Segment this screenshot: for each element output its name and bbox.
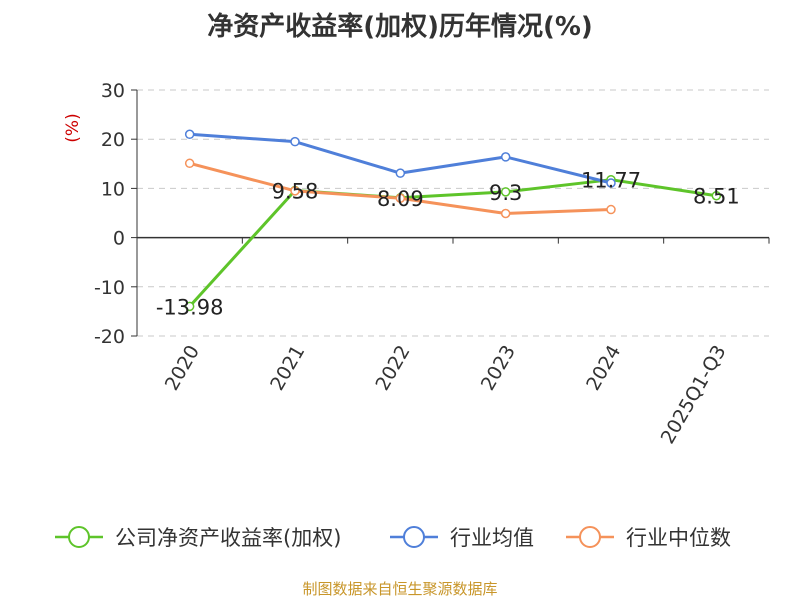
data-point-0 [500,187,511,197]
y-tick-label: 0 [113,228,125,250]
data-point-1 [500,152,511,162]
data-point-0 [711,190,722,201]
source-note: 制图数据来自恒生聚源数据库 [302,580,498,598]
x-tick-label: 2020 [161,342,204,395]
data-point-2 [500,208,511,219]
data-point-2 [606,204,616,215]
y-tick-label: 30 [101,80,125,102]
data-labels: -13.98 9.58 8.09 9.3 11.77 8.51 [156,169,740,320]
data-point-1 [184,129,195,140]
series-lines [184,129,722,312]
legend-label: 公司净资产收益率(加权) [115,526,341,550]
y-axis-label: (%) [63,113,83,142]
x-tick-labels: 2020 2021 2022 2023 2024 2025Q1-Q3 [161,342,731,448]
chart-title: 净资产收益率(加权)历年情况(%) [207,12,593,42]
legend-marker [403,526,425,548]
y-tick-label: -10 [94,277,125,299]
legend-label: 行业均值 [450,526,534,550]
data-point-0 [184,301,195,312]
y-tick-labels: 30 20 10 0 -10 -20 [94,80,125,348]
x-tick-label: 2023 [477,342,520,395]
legend-label: 行业中位数 [626,526,731,550]
legend-marker [68,526,90,548]
data-label: 8.51 [693,185,740,209]
data-point-2 [395,193,406,203]
data-label: 8.09 [377,187,424,211]
data-point-1 [606,178,616,188]
data-point-2 [184,158,195,169]
legend-marker [579,526,601,548]
axes [131,89,770,337]
data-label: -13.98 [156,295,224,319]
legend: 公司净资产收益率(加权) 行业均值 行业中位数 [55,526,731,550]
data-label: 9.58 [272,179,319,203]
grid-lines [137,89,769,337]
x-tick-label: 2024 [582,342,625,395]
data-point-1 [395,168,406,178]
x-tick-label: 2021 [266,342,309,395]
x-tick-label: 2022 [371,342,414,395]
y-tick-label: 10 [101,178,125,200]
y-tick-label: -20 [94,326,125,348]
data-point-2 [290,186,300,196]
x-tick-label: 2025Q1-Q3 [657,342,731,448]
data-label: 11.77 [581,169,641,193]
data-point-1 [290,136,300,147]
series-line-0 [188,178,717,308]
data-label: 9.3 [489,181,522,205]
y-tick-label: 20 [101,129,125,151]
